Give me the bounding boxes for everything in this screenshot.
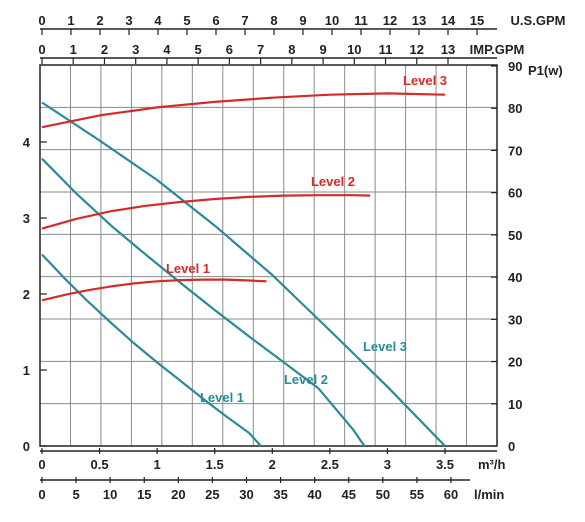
power-curve-level-1 [41,278,267,302]
imp-gpm-tick-label: 8 [288,42,295,57]
power-tick-label: 30 [508,312,522,327]
head-tick-label: 1 [23,363,30,378]
series-labels: Level 1 Level 2 Level 3 Level 1 Level 2 Level… [166,73,447,405]
imp-gpm-tick-label: 10 [347,42,361,57]
power-tick-label: 80 [508,101,522,116]
head-tick-label: 2 [23,287,30,302]
m3h-tick-label: 1 [154,457,161,472]
imp-gpm-tick-label: 11 [379,42,393,57]
us-gpm-tick-label: 10 [325,13,339,28]
us-gpm-tick-label: 12 [383,13,397,28]
lmin-tick-label: 25 [205,487,219,502]
imp-gpm-tick-label: 7 [257,42,264,57]
head-curve-label: Level 3 [363,339,407,354]
head-tick-label: 3 [23,211,30,226]
power-tick-label: 10 [508,397,522,412]
lmin-tick-label: 15 [137,487,151,502]
us-gpm-axis: 0 1 2 3 4 5 6 7 8 9 10 11 12 13 14 15 U.S.GPM [38,13,565,35]
lmin-tick-label: 60 [444,487,458,502]
lmin-tick-label: 10 [103,487,117,502]
head-axis: 0 1 2 3 4 [23,135,47,454]
power-tick-label: 70 [508,143,522,158]
power-tick-label: 20 [508,355,522,370]
m3h-tick-label: 0.5 [91,457,109,472]
power-tick-label: 0 [508,439,515,454]
power-curve-label: Level 1 [166,261,210,276]
head-curve-level-3 [41,101,446,447]
head-curve-level-2 [41,157,366,447]
imp-gpm-tick-label: 13 [441,42,455,57]
power-tick-label: 90 [508,59,522,74]
imp-gpm-tick-label: 0 [38,42,45,57]
us-gpm-tick-label: 14 [441,13,456,28]
power-curve-level-3 [41,92,446,129]
power-tick-label: 60 [508,186,522,201]
head-tick-label: 4 [23,135,31,150]
head-curve-label: Level 1 [200,390,244,405]
us-gpm-tick-label: 2 [96,13,103,28]
us-gpm-tick-label: 8 [270,13,277,28]
us-gpm-tick-label: 6 [212,13,219,28]
grid [40,65,497,446]
us-gpm-tick-label: 1 [67,13,74,28]
lmin-tick-label: 5 [72,487,79,502]
head-curve-level-1 [41,253,262,447]
power-tick-label: 50 [508,228,522,243]
imp-gpm-tick-label: 6 [226,42,233,57]
series-lines [41,92,446,447]
power-axis-label: P1(w) [528,63,563,78]
us-gpm-axis-label: U.S.GPM [511,13,566,28]
lmin-tick-label: 20 [171,487,185,502]
lmin-tick-label: 35 [273,487,287,502]
imp-gpm-tick-label: 2 [101,42,108,57]
lmin-axis-label: l/min [474,487,504,502]
imp-gpm-tick-label: 4 [163,42,171,57]
us-gpm-tick-label: 3 [125,13,132,28]
us-gpm-tick-label: 9 [299,13,306,28]
power-axis: 0 10 20 30 40 50 60 70 80 90 P1(w) [491,59,563,454]
m3h-tick-label: 0 [38,457,45,472]
m3h-tick-label: 2.5 [321,457,339,472]
us-gpm-tick-label: 7 [241,13,248,28]
imp-gpm-axis: 0 1 2 3 4 5 6 7 8 9 10 11 12 13 IMP.GPM [38,42,524,64]
m3h-axis: 0 0.5 1 1.5 2 2.5 3 3.5 m³/h [38,448,506,472]
lmin-tick-label: 50 [376,487,390,502]
power-curve-level-2 [41,194,371,230]
m3h-tick-label: 1.5 [206,457,224,472]
head-curve-label: Level 2 [284,372,328,387]
power-curve-label: Level 2 [311,174,355,189]
us-gpm-tick-label: 15 [470,13,484,28]
power-curve-label: Level 3 [403,73,447,88]
lmin-tick-label: 45 [342,487,356,502]
imp-gpm-tick-label: 1 [70,42,77,57]
m3h-tick-label: 2 [269,457,276,472]
lmin-axis: 0 5 10 15 20 25 30 35 40 45 50 55 60 l/min [38,477,504,502]
lmin-tick-label: 55 [410,487,424,502]
us-gpm-tick-label: 5 [183,13,190,28]
imp-gpm-tick-label: 5 [195,42,202,57]
us-gpm-tick-label: 13 [412,13,426,28]
m3h-tick-label: 3 [384,457,391,472]
lmin-tick-label: 0 [38,487,45,502]
lmin-tick-label: 40 [307,487,321,502]
m3h-axis-label: m³/h [478,457,506,472]
plot-border [39,64,498,447]
lmin-tick-label: 30 [239,487,253,502]
power-tick-label: 40 [508,270,522,285]
us-gpm-tick-label: 11 [354,13,368,28]
m3h-tick-label: 3.5 [436,457,454,472]
imp-gpm-tick-label: 3 [132,42,139,57]
plot-frame [39,64,498,447]
us-gpm-tick-label: 0 [38,13,45,28]
imp-gpm-tick-label: 9 [319,42,326,57]
us-gpm-tick-label: 4 [154,13,162,28]
head-tick-label: 0 [23,439,30,454]
imp-gpm-axis-label: IMP.GPM [470,42,525,57]
imp-gpm-tick-label: 12 [410,42,424,57]
